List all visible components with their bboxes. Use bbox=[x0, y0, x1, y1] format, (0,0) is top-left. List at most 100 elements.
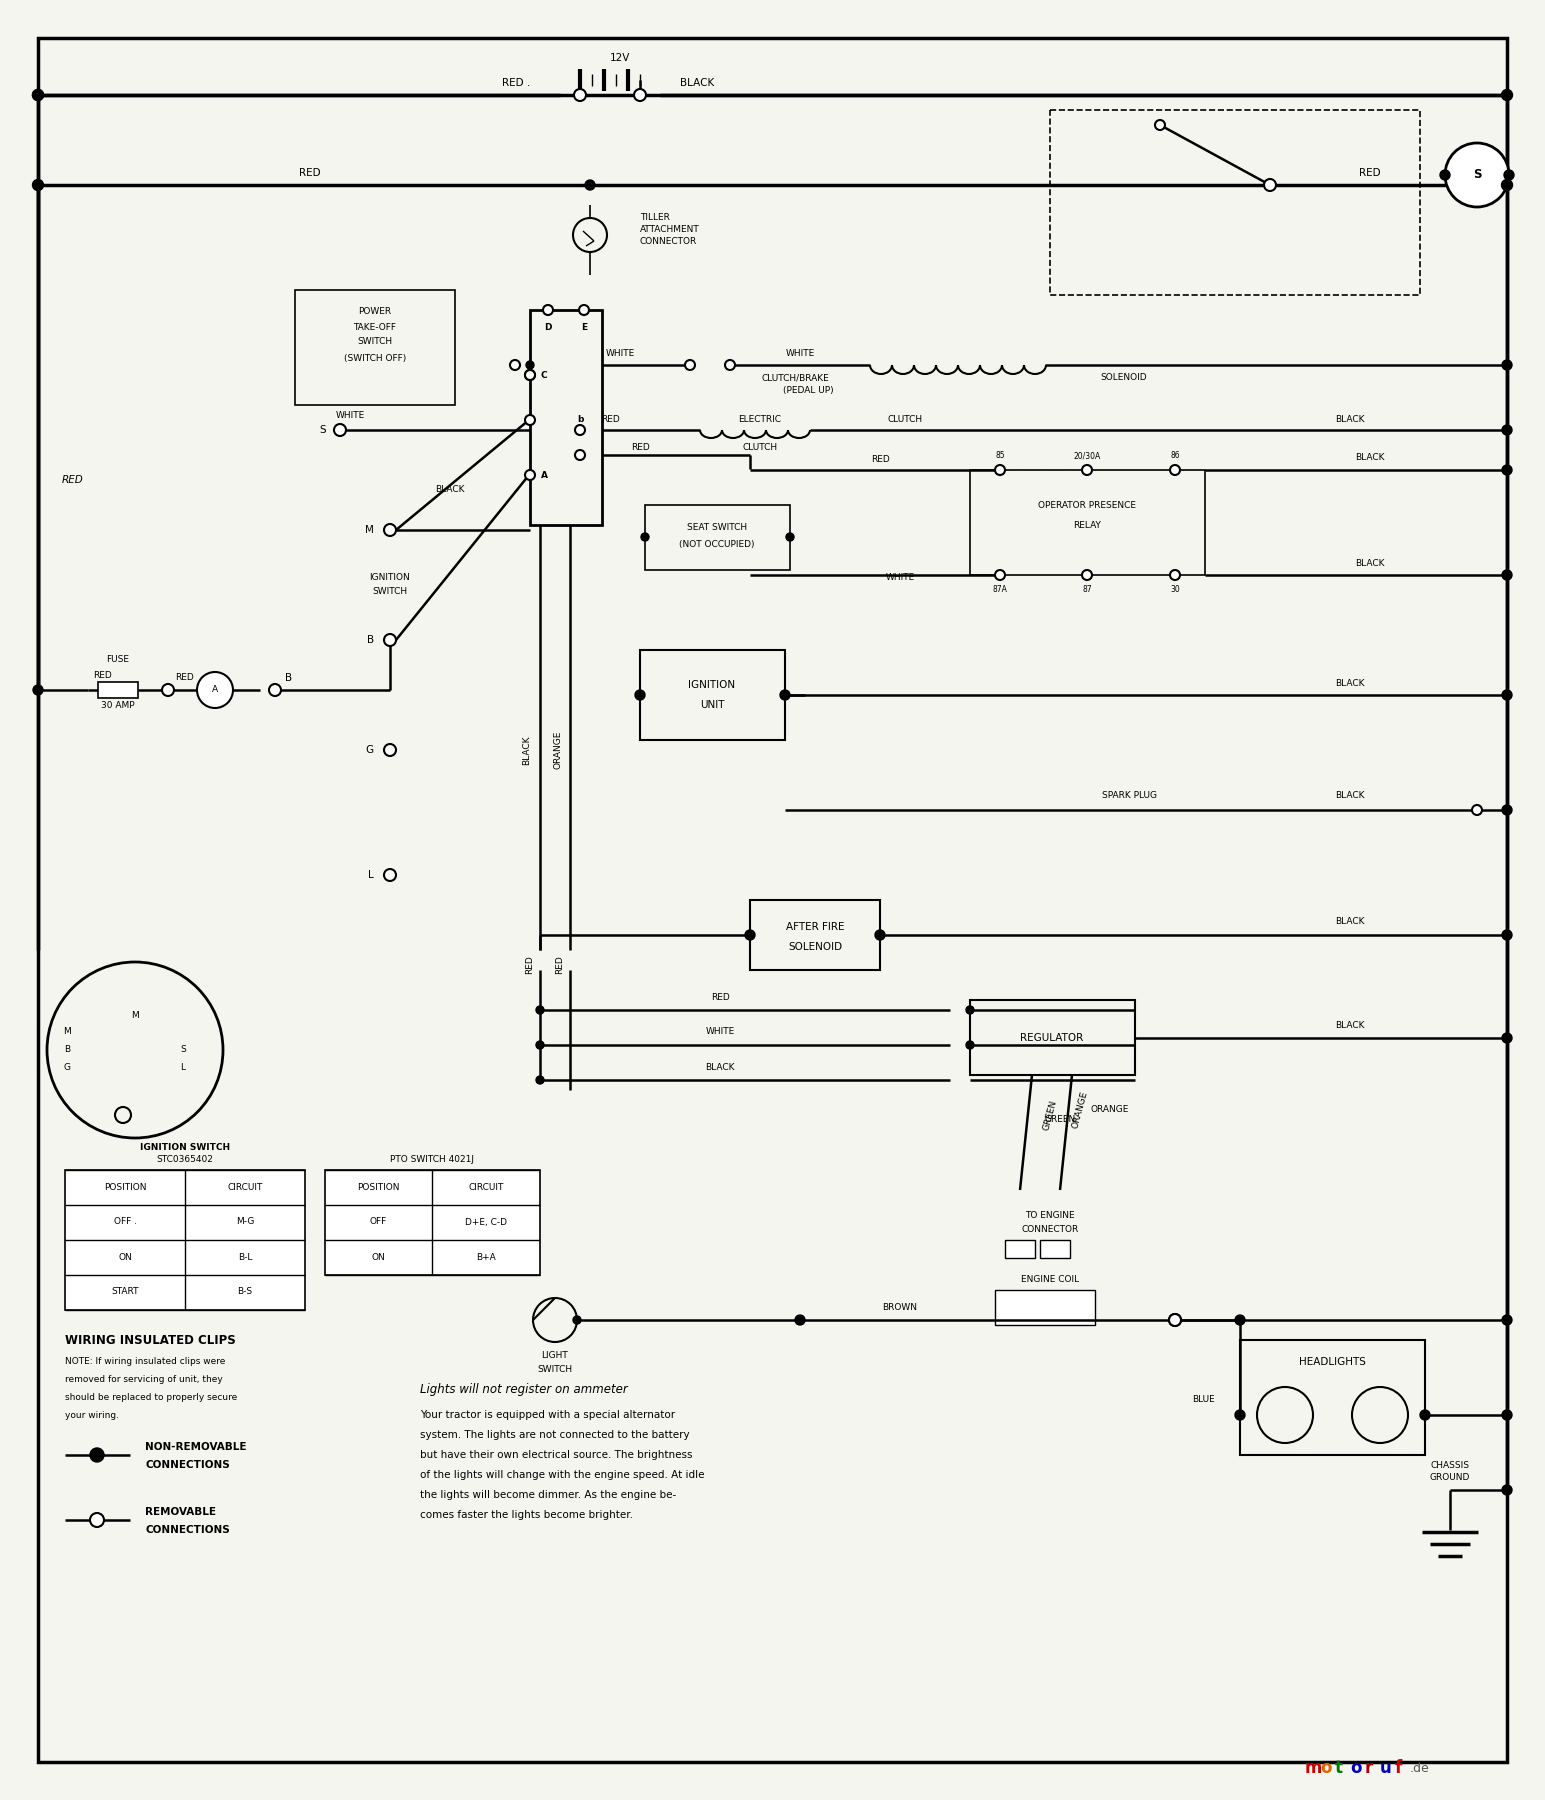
Text: L: L bbox=[181, 1064, 185, 1073]
Circle shape bbox=[90, 1514, 104, 1526]
Text: comes faster the lights become brighter.: comes faster the lights become brighter. bbox=[420, 1510, 633, 1519]
Text: SOLENOID: SOLENOID bbox=[788, 941, 842, 952]
Text: IGNITION: IGNITION bbox=[689, 680, 735, 689]
Circle shape bbox=[796, 1316, 805, 1325]
Bar bbox=[1040, 1240, 1071, 1258]
Circle shape bbox=[525, 371, 535, 380]
Text: 85: 85 bbox=[995, 452, 1004, 461]
Text: .de: .de bbox=[1411, 1762, 1429, 1775]
Text: M-G: M-G bbox=[236, 1217, 255, 1226]
Bar bbox=[530, 310, 603, 526]
Circle shape bbox=[780, 689, 789, 700]
Text: M: M bbox=[131, 1010, 139, 1019]
Circle shape bbox=[1440, 169, 1451, 180]
Text: f: f bbox=[1395, 1759, 1403, 1777]
Text: CHASSIS: CHASSIS bbox=[1431, 1460, 1469, 1469]
Text: LIGHT: LIGHT bbox=[542, 1352, 569, 1361]
Circle shape bbox=[385, 869, 396, 880]
Text: FUSE: FUSE bbox=[107, 655, 130, 664]
Text: BLACK: BLACK bbox=[1335, 679, 1364, 688]
Circle shape bbox=[995, 571, 1004, 580]
Text: your wiring.: your wiring. bbox=[65, 1411, 119, 1420]
Text: should be replaced to properly secure: should be replaced to properly secure bbox=[65, 1393, 238, 1402]
Text: WIRING INSULATED CLIPS: WIRING INSULATED CLIPS bbox=[65, 1334, 236, 1346]
Text: CIRCUIT: CIRCUIT bbox=[227, 1183, 263, 1192]
Text: removed for servicing of unit, they: removed for servicing of unit, they bbox=[65, 1375, 222, 1384]
Text: CIRCUIT: CIRCUIT bbox=[468, 1183, 504, 1192]
Circle shape bbox=[1170, 1314, 1180, 1327]
Text: Your tractor is equipped with a special alternator: Your tractor is equipped with a special … bbox=[420, 1409, 675, 1420]
Circle shape bbox=[525, 416, 535, 425]
Text: BLACK: BLACK bbox=[705, 1062, 735, 1071]
Text: A: A bbox=[212, 686, 218, 695]
Circle shape bbox=[1234, 1409, 1245, 1420]
Text: SEAT SWITCH: SEAT SWITCH bbox=[688, 522, 748, 531]
Text: but have their own electrical source. The brightness: but have their own electrical source. Th… bbox=[420, 1451, 692, 1460]
Text: CONNECTOR: CONNECTOR bbox=[1021, 1226, 1078, 1235]
Text: RED: RED bbox=[1360, 167, 1381, 178]
Circle shape bbox=[1445, 142, 1509, 207]
Circle shape bbox=[1170, 464, 1180, 475]
Text: TILLER: TILLER bbox=[640, 214, 671, 223]
Text: IGNITION: IGNITION bbox=[369, 574, 411, 583]
Circle shape bbox=[114, 1107, 131, 1123]
Text: RED .: RED . bbox=[502, 77, 530, 88]
Text: BROWN: BROWN bbox=[882, 1303, 918, 1312]
Circle shape bbox=[1502, 931, 1513, 940]
Text: B-S: B-S bbox=[238, 1287, 252, 1296]
Text: Lights will not register on ammeter: Lights will not register on ammeter bbox=[420, 1384, 627, 1397]
Circle shape bbox=[575, 450, 586, 461]
Circle shape bbox=[510, 360, 521, 371]
Text: D+E, C-D: D+E, C-D bbox=[465, 1217, 507, 1226]
Circle shape bbox=[1502, 90, 1513, 101]
Text: S: S bbox=[1472, 169, 1482, 182]
Text: RED: RED bbox=[94, 671, 113, 679]
Circle shape bbox=[1502, 464, 1513, 475]
Circle shape bbox=[525, 362, 535, 369]
Text: GROUND: GROUND bbox=[1429, 1474, 1471, 1483]
Text: OFF .: OFF . bbox=[113, 1217, 136, 1226]
Circle shape bbox=[1502, 689, 1513, 700]
Circle shape bbox=[162, 684, 175, 697]
Text: B+A: B+A bbox=[476, 1253, 496, 1262]
Circle shape bbox=[575, 88, 586, 101]
Text: 12V: 12V bbox=[610, 52, 630, 63]
Text: 20/30A: 20/30A bbox=[1074, 452, 1100, 461]
Circle shape bbox=[198, 671, 233, 707]
Text: IGNITION SWITCH: IGNITION SWITCH bbox=[141, 1143, 230, 1152]
Circle shape bbox=[1264, 178, 1276, 191]
Text: SWITCH: SWITCH bbox=[538, 1366, 573, 1375]
Text: RED: RED bbox=[62, 475, 83, 484]
Bar bbox=[749, 900, 881, 970]
Circle shape bbox=[874, 931, 885, 940]
Text: POSITION: POSITION bbox=[357, 1183, 399, 1192]
Bar bbox=[970, 1001, 1136, 1075]
Text: m: m bbox=[1306, 1759, 1323, 1777]
Text: G: G bbox=[366, 745, 374, 754]
Text: BLACK: BLACK bbox=[680, 77, 714, 88]
Text: ON: ON bbox=[117, 1253, 131, 1262]
Text: (SWITCH OFF): (SWITCH OFF) bbox=[345, 353, 406, 362]
Circle shape bbox=[641, 533, 649, 542]
Text: M: M bbox=[63, 1028, 71, 1037]
Circle shape bbox=[1472, 805, 1482, 815]
Circle shape bbox=[575, 425, 586, 436]
Text: RED: RED bbox=[300, 167, 321, 178]
Text: OFF: OFF bbox=[369, 1217, 386, 1226]
Bar bbox=[1051, 110, 1420, 295]
Text: HEADLIGHTS: HEADLIGHTS bbox=[1298, 1357, 1366, 1366]
Bar bbox=[644, 506, 789, 571]
Circle shape bbox=[1502, 360, 1513, 371]
Text: L: L bbox=[368, 869, 374, 880]
Text: UNIT: UNIT bbox=[700, 700, 725, 709]
Text: TAKE-OFF: TAKE-OFF bbox=[354, 322, 397, 331]
Bar bbox=[65, 1170, 304, 1310]
Text: B: B bbox=[63, 1046, 70, 1055]
Circle shape bbox=[573, 1316, 581, 1325]
Bar bbox=[970, 470, 1205, 574]
Text: BLACK: BLACK bbox=[522, 734, 531, 765]
Text: RED: RED bbox=[871, 455, 890, 464]
Text: RED: RED bbox=[556, 956, 564, 974]
Text: CLUTCH: CLUTCH bbox=[743, 443, 777, 452]
Circle shape bbox=[1156, 121, 1165, 130]
